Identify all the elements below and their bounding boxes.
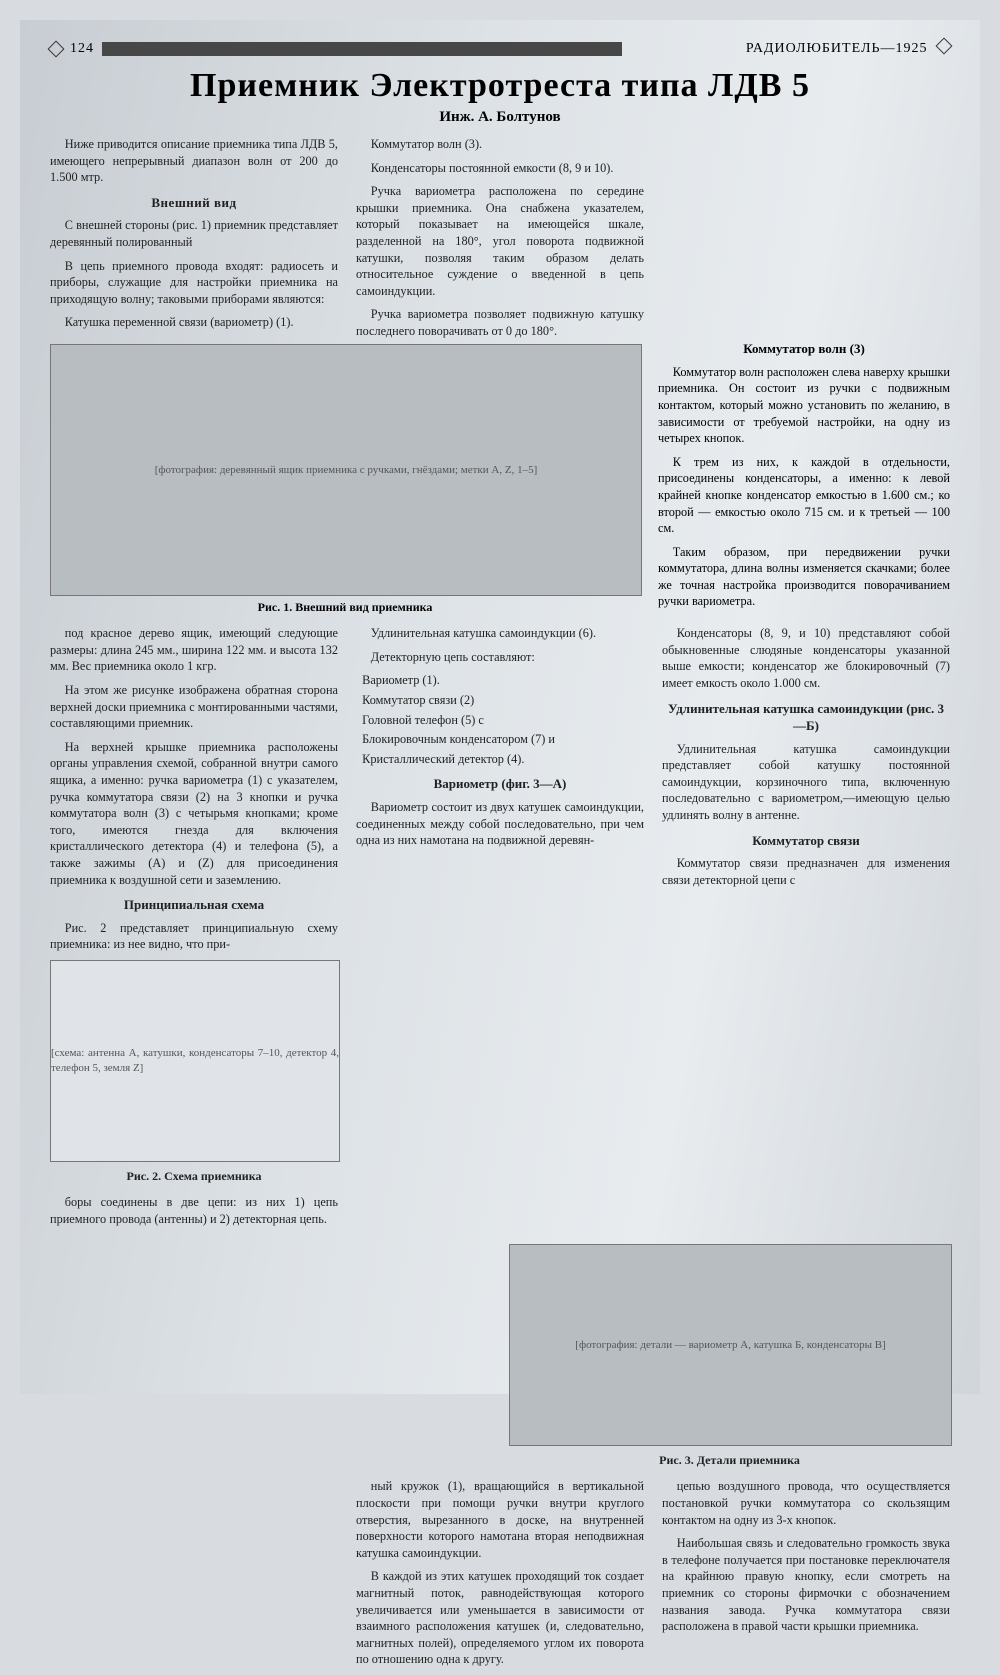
list-item: Кристаллический детектор (4). — [362, 751, 644, 768]
header-strip — [102, 42, 622, 56]
row-tail: ный кружок (1), вращающийся в вертикальн… — [50, 1478, 950, 1675]
figure-2-caption: Рис. 2. Схема приемника — [50, 1168, 338, 1184]
figure-1-photo: [фотография: деревянный ящик приемника с… — [50, 344, 642, 596]
paragraph: ный кружок (1), вращающийся в вертикальн… — [356, 1478, 644, 1561]
body-columns: Ниже приводится описание приемника типа … — [50, 136, 950, 342]
figure-placeholder: [фотография: детали — вариометр А, катуш… — [575, 1338, 885, 1353]
ornament-diamond-icon — [936, 38, 953, 55]
figure-placeholder: [фотография: деревянный ящик приемника с… — [155, 464, 538, 476]
paragraph: Детекторную цепь составляют: — [356, 649, 644, 666]
paragraph: под красное дерево ящик, имеющий следующ… — [50, 625, 338, 675]
section-heading: Вариометр (фиг. 3—А) — [356, 775, 644, 793]
paragraph: На верхней крышке приемника расположены … — [50, 739, 338, 888]
figure-1-caption: Рис. 1. Внешний вид приемника — [50, 600, 640, 615]
paragraph: Ниже приводится описание приемника типа … — [50, 136, 338, 186]
paragraph: Рис. 2 представляет принципиальную схему… — [50, 920, 338, 953]
paragraph: Таким образом, при передвижении ручки ко… — [658, 544, 950, 610]
article-title: Приемник Электротреста типа ЛДВ 5 — [50, 67, 950, 105]
figure-3-photo: [фотография: детали — вариометр А, катуш… — [509, 1244, 952, 1446]
row-fig3: [фотография: детали — вариометр А, катуш… — [50, 1238, 950, 1478]
article-author: Инж. А. Болтунов — [50, 109, 950, 126]
paragraph: В каждой из этих катушек проходящий ток … — [356, 1568, 644, 1668]
list-item: Вариометр (1). — [362, 672, 644, 689]
paragraph: Наибольшая связь и следовательно громкос… — [662, 1535, 950, 1635]
list-item: Коммутатор связи (2) — [362, 692, 644, 709]
section-heading: Принципиальная схема — [50, 896, 338, 914]
figure-2-schematic: [схема: антенна A, катушки, конденсаторы… — [50, 960, 340, 1162]
paragraph: Удлинительная катушка самоиндукции предс… — [662, 741, 950, 824]
page: 124 РАДИОЛЮБИТЕЛЬ—1925 Приемник Электрот… — [20, 20, 980, 1394]
paragraph: Ручка вариометра позволяет подвижную кат… — [356, 306, 644, 339]
paragraph: боры соединены в две цепи: из них 1) цеп… — [50, 1194, 338, 1227]
section-heading: Внешний вид — [50, 194, 338, 212]
section-heading: Коммутатор волн (3) — [658, 340, 950, 358]
list-item: Блокировочным конденсатором (7) и — [362, 731, 644, 748]
paragraph: С внешней стороны (рис. 1) приемник пред… — [50, 217, 338, 250]
list-item: Катушка переменной связи (вариометр) (1)… — [50, 314, 338, 331]
paragraph: Коммутатор волн расположен слева наверху… — [658, 364, 950, 447]
page-number: 124 — [70, 41, 94, 57]
paragraph: Коммутатор связи предназначен для измене… — [662, 855, 950, 888]
ornament-diamond-icon — [48, 40, 65, 57]
paragraph: В цепь приемного провода входят: радиосе… — [50, 258, 338, 308]
row-mid: под красное дерево ящик, имеющий следующ… — [50, 625, 950, 1234]
paragraph: На этом же рисунке изображена обратная с… — [50, 682, 338, 732]
figure-3-caption: Рис. 3. Детали приемника — [509, 1452, 950, 1468]
paragraph: цепью воздушного провода, что осуществля… — [662, 1478, 950, 1528]
row-fig1: [фотография: деревянный ящик приемника с… — [50, 336, 950, 625]
list-item: Коммутатор волн (3). — [356, 136, 644, 153]
paragraph: Ручка вариометра расположена по середине… — [356, 183, 644, 299]
header-bar: 124 РАДИОЛЮБИТЕЛЬ—1925 — [50, 40, 950, 57]
paragraph: Удлинительная катушка самоиндукции (6). — [356, 625, 644, 642]
list-item: Головной телефон (5) с — [362, 712, 644, 729]
section-heading: Коммутатор связи — [662, 832, 950, 850]
section-heading: Удлинительная катушка самоиндукции (рис.… — [662, 700, 950, 735]
paragraph: К трем из них, к каждой в отдельности, п… — [658, 454, 950, 537]
paragraph: Конденсаторы (8, 9, и 10) представляют с… — [662, 625, 950, 691]
list-item: Конденсаторы постоянной емкости (8, 9 и … — [356, 160, 644, 177]
paragraph: Вариометр состоит из двух катушек самоин… — [356, 799, 644, 849]
figure-placeholder: [схема: антенна A, катушки, конденсаторы… — [51, 1046, 339, 1076]
magazine-title: РАДИОЛЮБИТЕЛЬ—1925 — [746, 41, 928, 56]
